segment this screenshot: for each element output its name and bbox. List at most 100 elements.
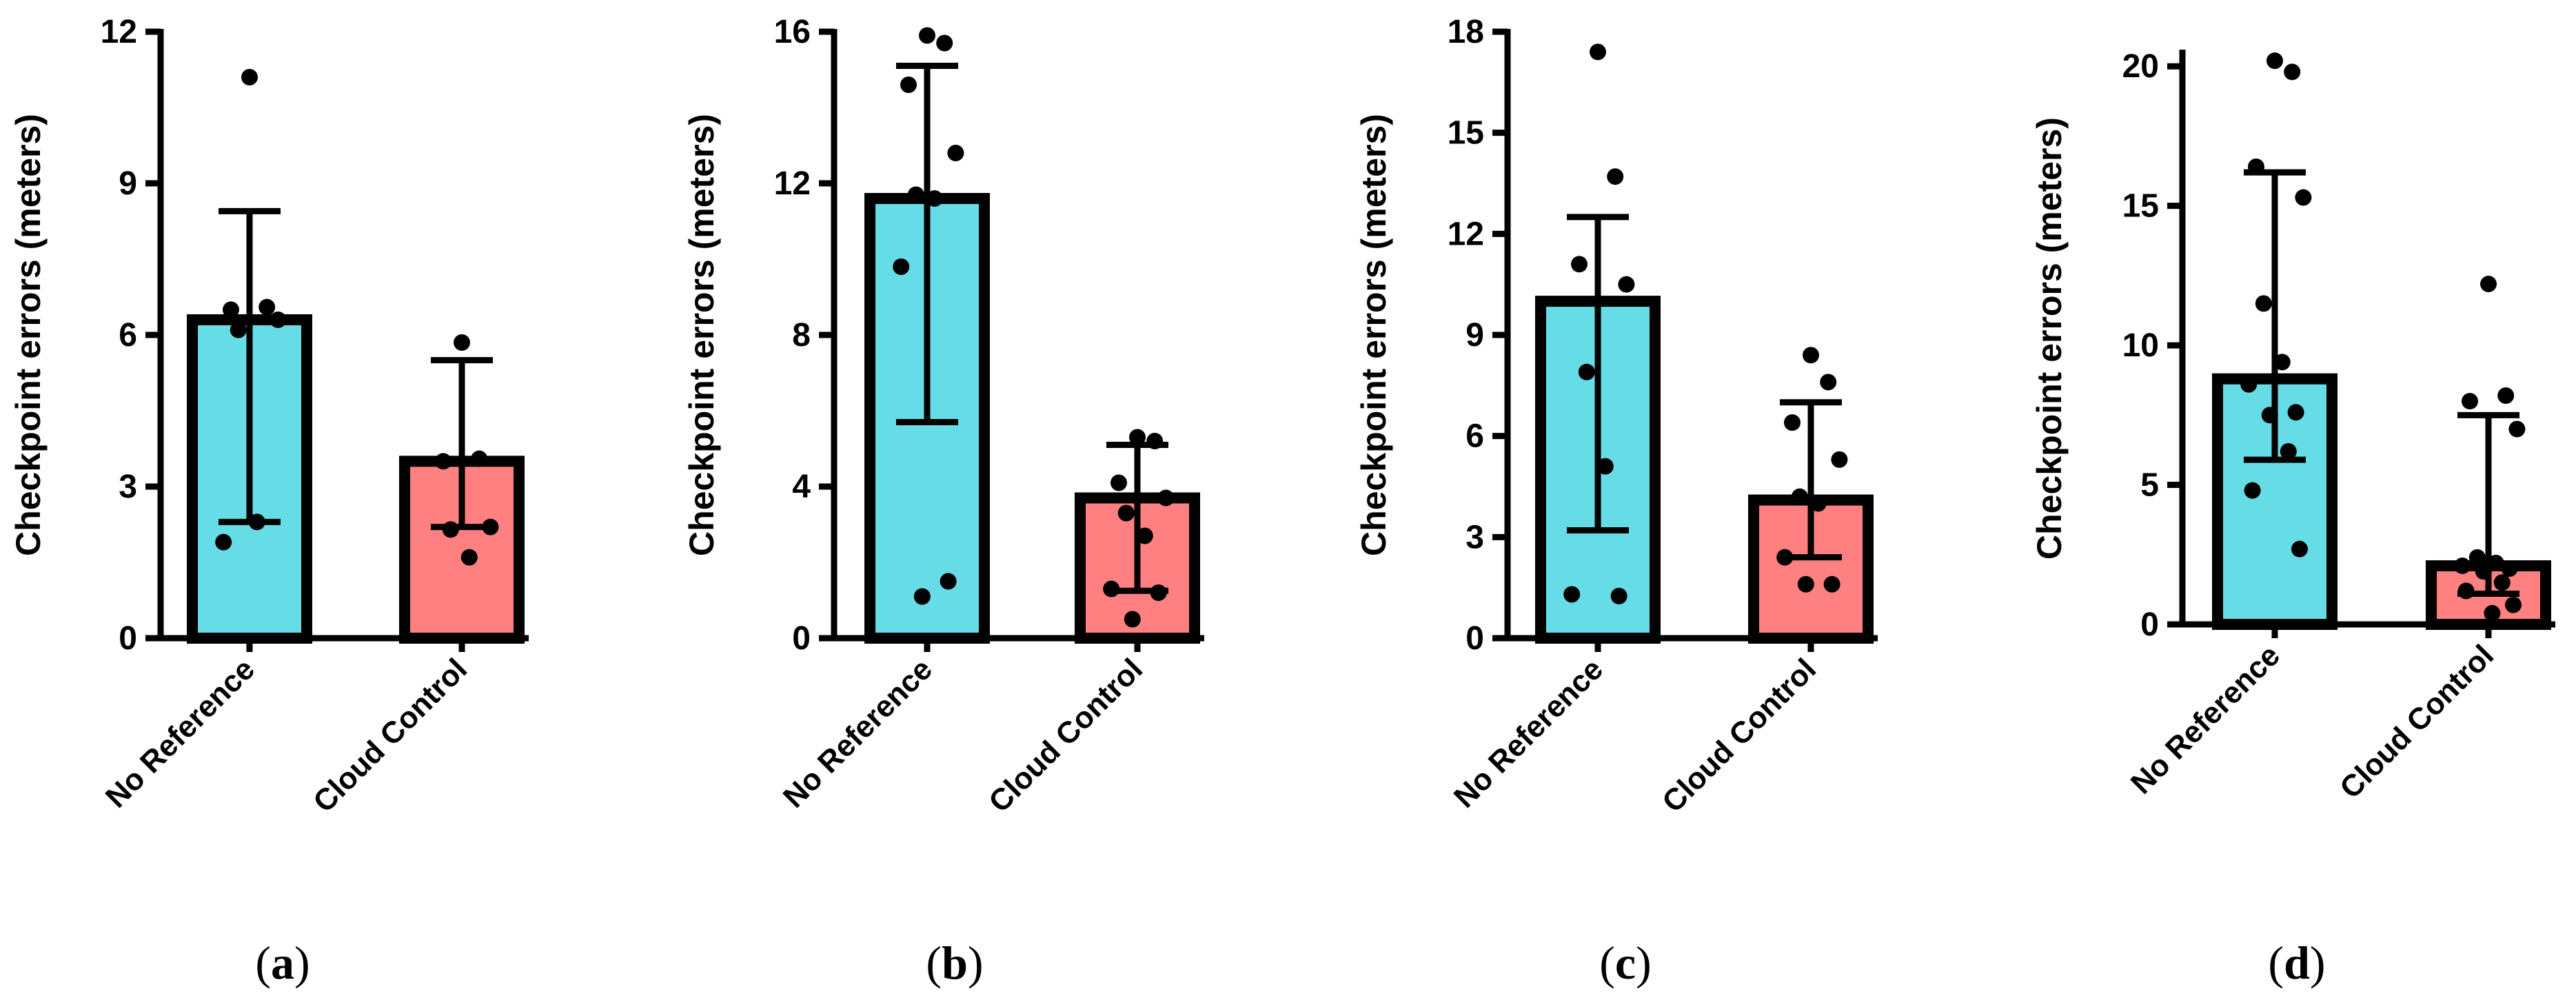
- data-point: [2487, 554, 2504, 571]
- data-point: [442, 521, 459, 538]
- data-point: [2480, 276, 2497, 293]
- x-category-label: No Reference: [2124, 638, 2286, 800]
- y-tick-label: 5: [2140, 467, 2159, 504]
- data-point: [936, 34, 953, 52]
- data-point: [2244, 482, 2261, 499]
- y-tick-label: 4: [792, 469, 811, 505]
- data-point: [1809, 495, 1827, 512]
- data-point: [900, 76, 917, 93]
- data-point: [1157, 489, 1175, 507]
- y-tick-label: 10: [2122, 327, 2159, 364]
- data-point: [1117, 504, 1135, 522]
- data-point: [2497, 387, 2515, 404]
- x-category-label: Cloud Control: [2333, 638, 2500, 805]
- panel-caption: (d): [2268, 937, 2325, 989]
- data-point: [1610, 587, 1627, 604]
- x-category-label: Cloud Control: [307, 652, 474, 819]
- y-axis-title: Checkpoint errors (meters): [682, 114, 721, 556]
- data-point: [2261, 407, 2278, 424]
- data-point: [2505, 596, 2522, 613]
- y-tick-label: 9: [119, 165, 137, 202]
- y-tick-label: 0: [2140, 606, 2159, 643]
- y-tick-label: 3: [119, 469, 137, 505]
- data-point: [2240, 376, 2258, 393]
- y-axis-title: Checkpoint errors (meters): [1355, 114, 1393, 556]
- y-tick-label: 18: [1448, 14, 1484, 50]
- y-tick-label: 0: [1466, 620, 1484, 657]
- data-point: [2291, 540, 2308, 558]
- data-point: [1607, 168, 1624, 185]
- y-tick-label: 0: [119, 620, 137, 657]
- data-point: [454, 334, 470, 351]
- data-point: [223, 301, 239, 318]
- data-point: [1823, 575, 1840, 593]
- data-point: [893, 258, 910, 275]
- data-point: [471, 450, 488, 467]
- x-category-label: Cloud Control: [982, 652, 1149, 819]
- x-category-label: No Reference: [1448, 652, 1610, 814]
- data-point: [435, 453, 452, 470]
- y-tick-label: 12: [101, 14, 137, 50]
- data-point: [2248, 159, 2264, 175]
- data-point: [1103, 580, 1120, 598]
- data-point: [940, 573, 957, 590]
- data-point: [1803, 347, 1819, 364]
- data-point: [482, 518, 499, 535]
- data-point: [2508, 420, 2526, 438]
- data-point: [1820, 374, 1837, 391]
- y-tick-label: 12: [1448, 216, 1484, 252]
- data-point: [2266, 52, 2283, 70]
- data-point: [241, 69, 258, 85]
- data-point: [258, 298, 276, 316]
- data-point: [1596, 458, 1614, 475]
- data-point: [2295, 189, 2312, 206]
- data-point: [2501, 560, 2518, 578]
- data-point: [2287, 404, 2304, 421]
- data-point: [1110, 474, 1127, 491]
- data-point: [2255, 295, 2272, 312]
- data-point: [2493, 574, 2511, 591]
- panel-caption: (c): [1599, 937, 1652, 989]
- y-axis-title: Checkpoint errors (meters): [9, 114, 48, 556]
- y-tick-label: 15: [1448, 115, 1484, 152]
- y-axis-title: Checkpoint errors (meters): [2030, 117, 2069, 560]
- y-tick-label: 3: [1466, 519, 1484, 555]
- data-point: [1150, 584, 1167, 601]
- data-point: [913, 588, 931, 605]
- data-point: [460, 549, 478, 566]
- data-point: [1797, 575, 1814, 593]
- data-point: [2457, 582, 2475, 600]
- data-point: [2454, 557, 2471, 574]
- data-point: [947, 145, 964, 161]
- x-category-label: No Reference: [777, 652, 939, 814]
- data-point: [2280, 442, 2297, 460]
- data-point: [1590, 43, 1606, 61]
- y-tick-label: 12: [774, 165, 811, 202]
- chart-panel-a: 0 3 6 9 12 No Reference Cloud Control Checkpoin…: [9, 14, 529, 989]
- data-point: [1571, 256, 1588, 273]
- data-point: [1776, 549, 1794, 566]
- chart-panel-d: 0 5 10 15 20 No Reference Cloud Control Checkpo…: [2030, 48, 2555, 989]
- panel-caption: (b): [926, 937, 983, 989]
- data-point: [270, 312, 287, 328]
- x-category-label: Cloud Control: [1656, 652, 1823, 819]
- y-tick-label: 15: [2122, 188, 2159, 225]
- data-point: [215, 533, 232, 551]
- data-point: [1831, 451, 1848, 468]
- y-tick-label: 9: [1466, 317, 1484, 354]
- y-tick-label: 16: [774, 14, 811, 50]
- data-point: [2284, 63, 2301, 81]
- data-point: [2484, 604, 2501, 622]
- data-point: [2462, 393, 2478, 410]
- panel-caption: (a): [255, 937, 310, 989]
- data-point: [2468, 549, 2486, 566]
- data-point: [1563, 586, 1581, 603]
- y-tick-label: 6: [1466, 418, 1484, 455]
- data-point: [2475, 563, 2492, 580]
- data-point: [1618, 276, 1635, 293]
- chart-panel-c: 0 3 6 9 12 15 18 No Reference Cloud Control Check…: [1355, 14, 1878, 989]
- data-point: [1129, 429, 1146, 446]
- data-point: [907, 186, 924, 203]
- y-tick-label: 8: [792, 317, 811, 354]
